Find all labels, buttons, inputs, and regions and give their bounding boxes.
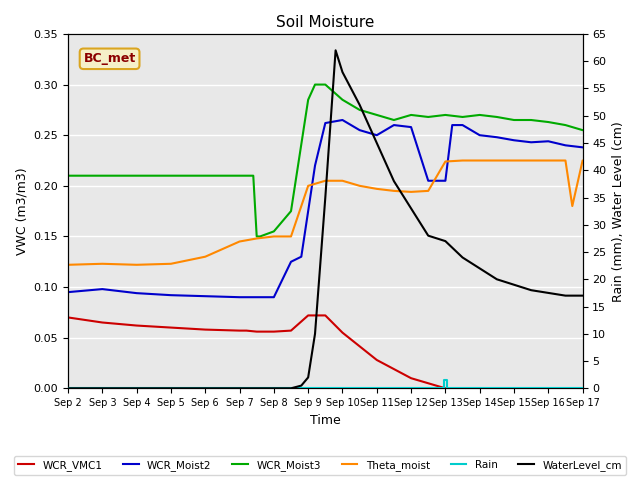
Legend: WCR_VMC1, WCR_Moist2, WCR_Moist3, Theta_moist, Rain, WaterLevel_cm: WCR_VMC1, WCR_Moist2, WCR_Moist3, Theta_… (14, 456, 626, 475)
Text: BC_met: BC_met (83, 52, 136, 65)
X-axis label: Time: Time (310, 414, 340, 427)
Y-axis label: Rain (mm), Water Level (cm): Rain (mm), Water Level (cm) (612, 121, 625, 301)
Title: Soil Moisture: Soil Moisture (276, 15, 374, 30)
Y-axis label: VWC (m3/m3): VWC (m3/m3) (15, 168, 28, 255)
